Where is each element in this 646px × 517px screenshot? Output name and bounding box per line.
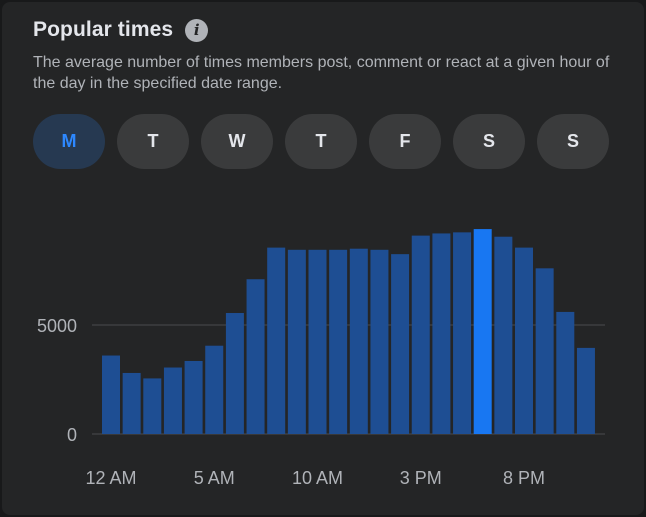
bar-hour-23[interactable]: [576, 347, 595, 434]
bar-hour-4[interactable]: [184, 360, 203, 434]
info-icon[interactable]: i: [185, 18, 209, 42]
bar-hour-14[interactable]: [391, 254, 410, 434]
bar-hour-19[interactable]: [494, 236, 513, 434]
bar-hour-9[interactable]: [287, 249, 306, 434]
day-button-saturday[interactable]: S: [453, 114, 525, 169]
x-tick-label: 12 AM: [85, 468, 136, 488]
day-button-sunday[interactable]: S: [537, 114, 609, 169]
day-button-monday[interactable]: M: [33, 114, 105, 169]
bar-hour-18[interactable]: [473, 229, 492, 434]
card-title: Popular times: [33, 18, 174, 41]
bar-hour-10[interactable]: [308, 249, 327, 434]
bar-hour-1[interactable]: [122, 372, 141, 434]
bar-hour-17[interactable]: [453, 232, 472, 434]
day-button-wednesday[interactable]: W: [201, 114, 273, 169]
bar-hour-3[interactable]: [163, 367, 182, 434]
bar-hour-6[interactable]: [225, 313, 244, 434]
bar-hour-11[interactable]: [329, 249, 348, 434]
bar-hour-13[interactable]: [370, 249, 389, 434]
bar-hour-7[interactable]: [246, 279, 265, 434]
x-tick-label: 3 PM: [400, 468, 442, 488]
day-selector: M T W T F S S: [33, 114, 609, 169]
bar-hour-2[interactable]: [143, 378, 162, 434]
day-button-friday[interactable]: F: [369, 114, 441, 169]
bar-hour-20[interactable]: [515, 247, 533, 434]
bar-hour-0[interactable]: [102, 355, 120, 434]
bar-hour-15[interactable]: [411, 235, 430, 434]
bar-hour-8[interactable]: [267, 247, 286, 434]
bar-hour-12[interactable]: [349, 248, 368, 434]
x-tick-label: 5 AM: [194, 468, 235, 488]
y-tick-label-5000: 5000: [37, 316, 77, 336]
bar-hour-5[interactable]: [205, 345, 224, 434]
bar-hour-21[interactable]: [535, 268, 554, 434]
x-tick-label: 10 AM: [292, 468, 343, 488]
day-button-tuesday[interactable]: T: [117, 114, 189, 169]
x-tick-label: 8 PM: [503, 468, 545, 488]
day-button-thursday[interactable]: T: [285, 114, 357, 169]
card-subtitle: The average number of times members post…: [33, 54, 610, 92]
y-tick-label-0: 0: [67, 425, 77, 445]
title-row: Popular times i: [33, 18, 209, 42]
bar-hour-22[interactable]: [556, 311, 575, 434]
bar-hour-16[interactable]: [432, 233, 451, 434]
